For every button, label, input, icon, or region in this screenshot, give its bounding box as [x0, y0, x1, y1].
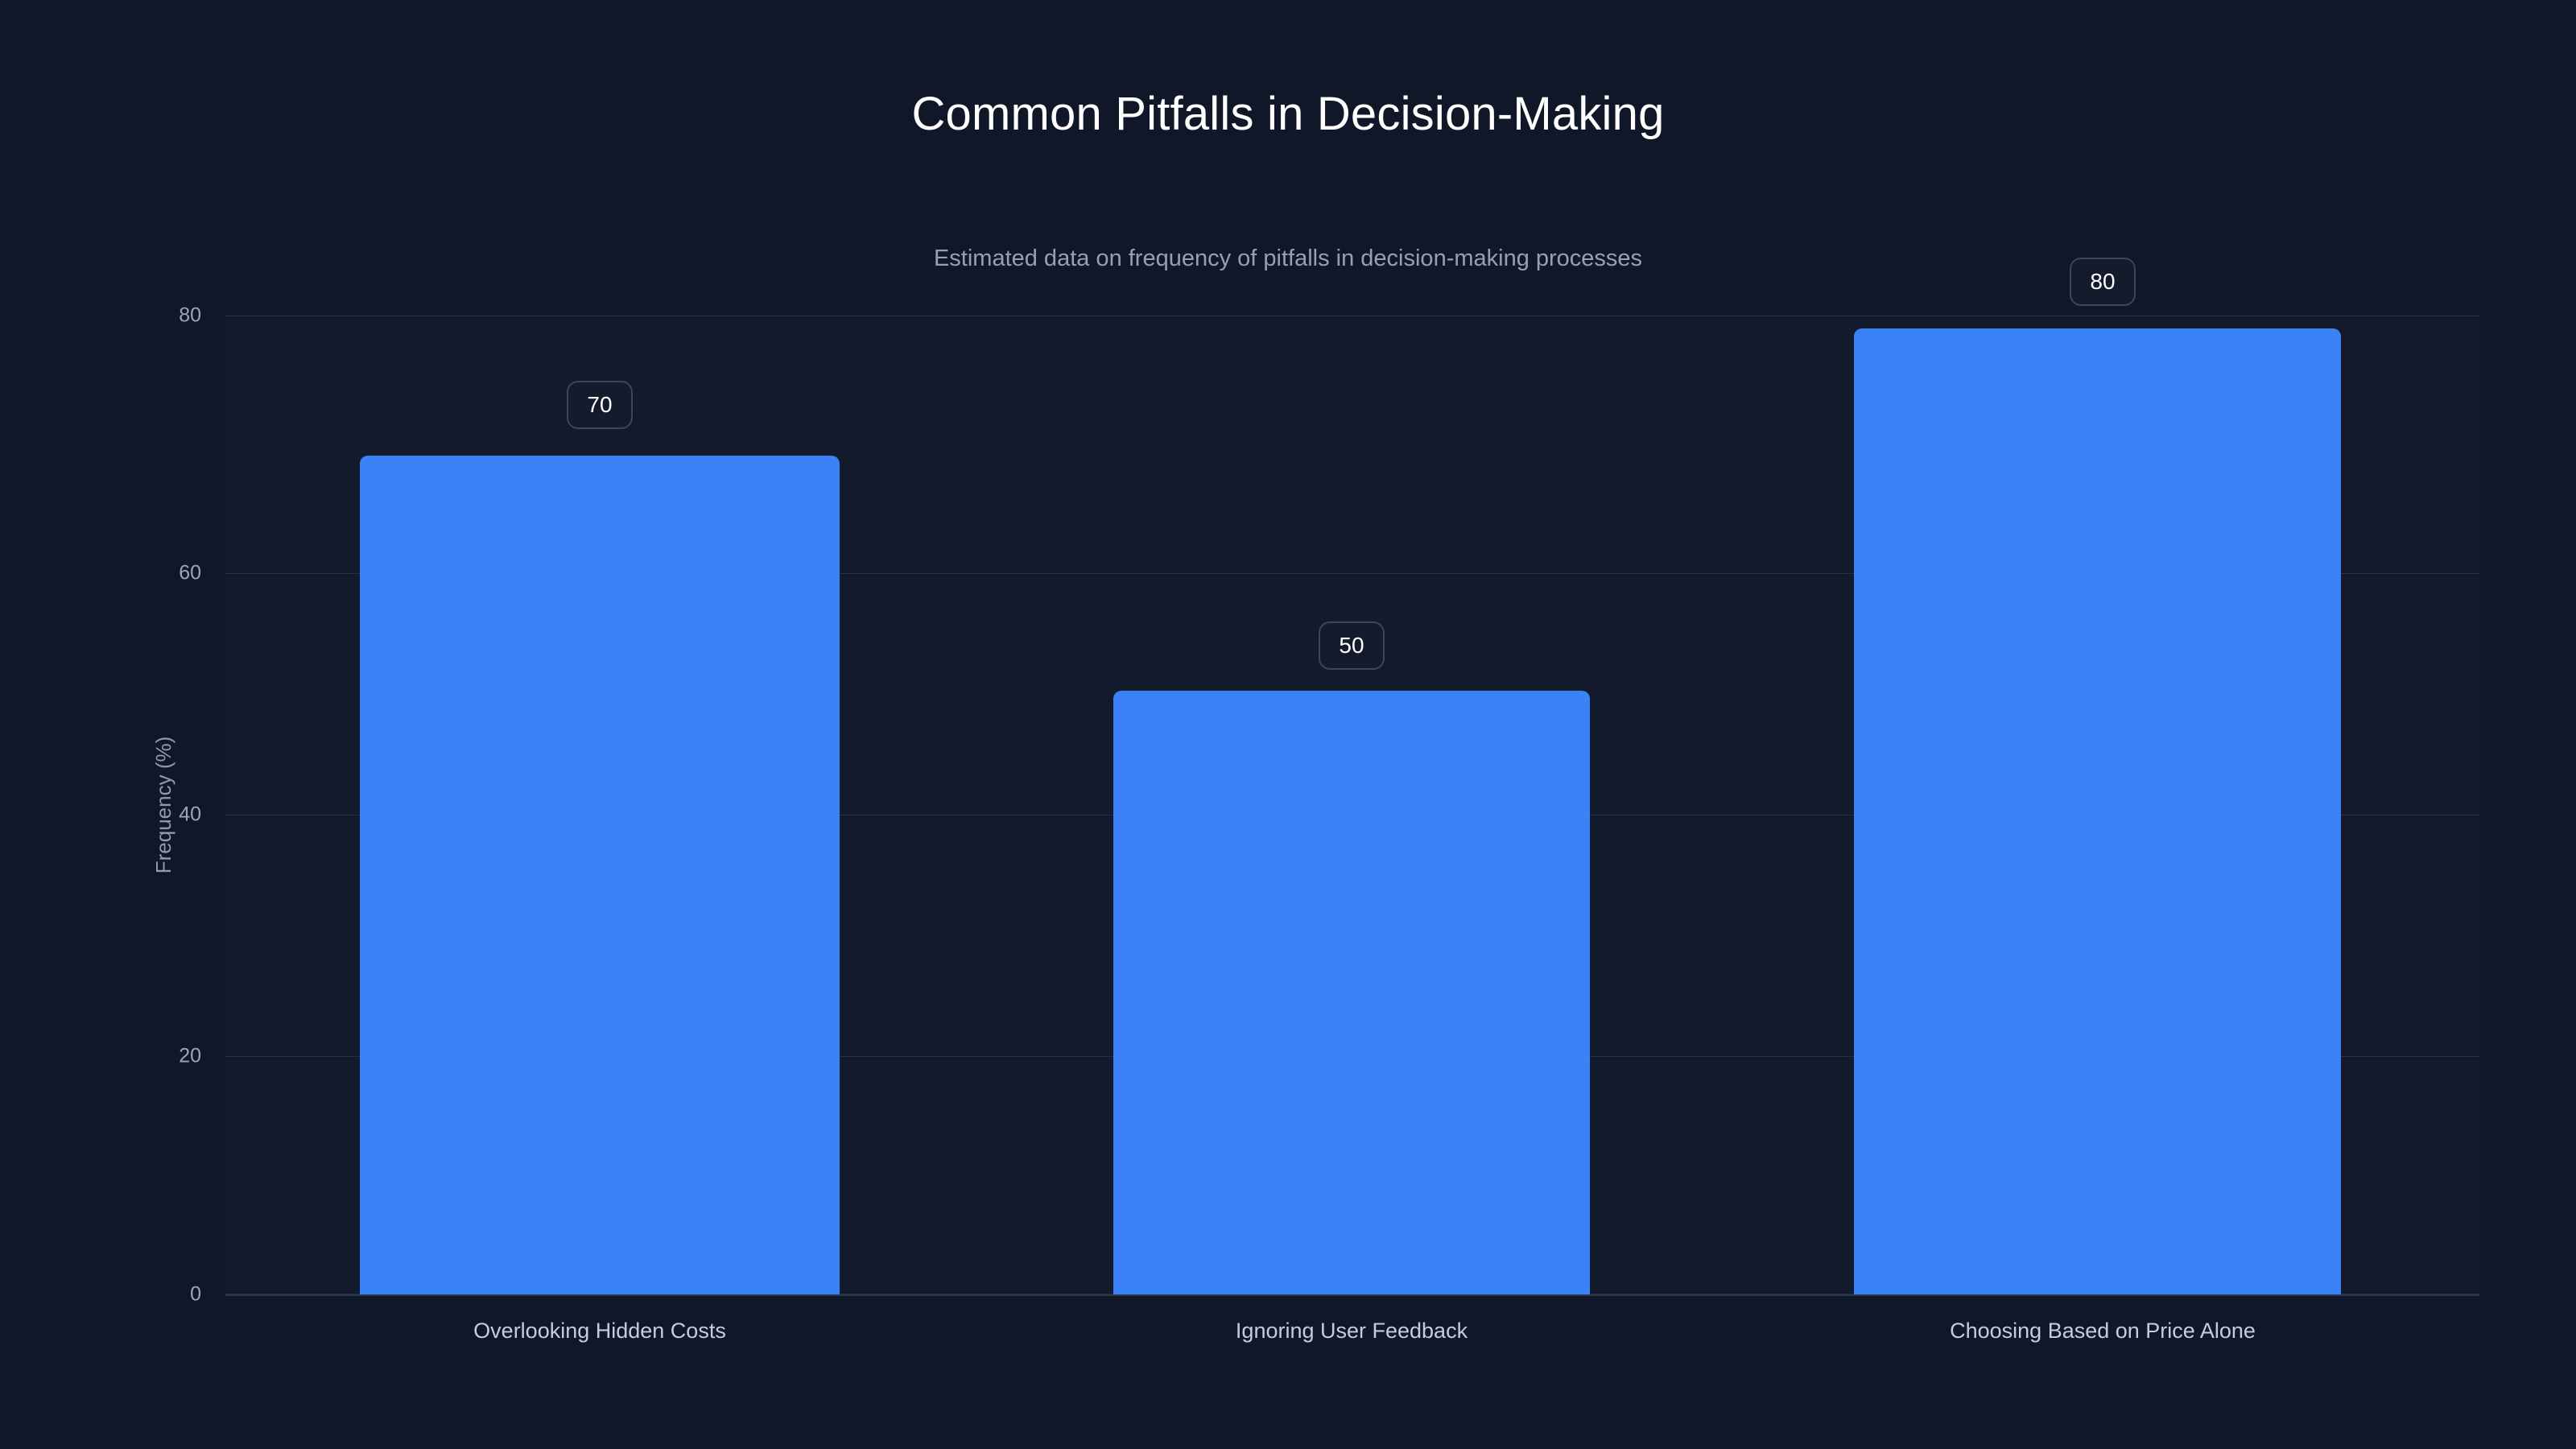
- value-badge-text: 50: [1339, 633, 1364, 658]
- chart-subtitle: Estimated data on frequency of pitfalls …: [933, 246, 1643, 271]
- y-axis-title: Frequency (%): [151, 736, 175, 874]
- x-label-choosing-based-on-price-alone: Choosing Based on Price Alone: [1950, 1319, 2256, 1344]
- y-tick-label: 20: [179, 1044, 201, 1067]
- y-tick-60: 60: [121, 562, 201, 585]
- y-tick-0: 0: [121, 1283, 201, 1307]
- value-badge-choosing-based-on-price-alone: 80: [2070, 258, 2136, 306]
- x-label-text: Choosing Based on Price Alone: [1950, 1319, 2256, 1343]
- y-tick-20: 20: [121, 1045, 201, 1068]
- bar-ignoring-user-feedback[interactable]: [1113, 691, 1590, 1294]
- value-badge-overlooking-hidden-costs: 70: [567, 381, 633, 429]
- x-label-text: Ignoring User Feedback: [1235, 1319, 1468, 1343]
- x-axis-baseline: [225, 1294, 2479, 1296]
- y-tick-label: 40: [179, 803, 201, 826]
- chart-title: Common Pitfalls in Decision-Making: [911, 88, 1665, 140]
- gridline-60: [225, 573, 2479, 574]
- y-tick-label: 0: [190, 1282, 201, 1306]
- value-badge-ignoring-user-feedback: 50: [1319, 621, 1385, 670]
- x-label-overlooking-hidden-costs: Overlooking Hidden Costs: [473, 1319, 726, 1344]
- y-tick-80: 80: [121, 304, 201, 328]
- bar-overlooking-hidden-costs[interactable]: [360, 456, 840, 1294]
- y-tick-40: 40: [121, 803, 201, 827]
- y-tick-label: 80: [179, 303, 201, 327]
- bar-choosing-based-on-price-alone[interactable]: [1854, 328, 2341, 1294]
- x-label-ignoring-user-feedback: Ignoring User Feedback: [1236, 1319, 1468, 1344]
- y-tick-label: 60: [179, 561, 201, 584]
- x-label-text: Overlooking Hidden Costs: [473, 1319, 726, 1343]
- value-badge-text: 80: [2090, 269, 2116, 294]
- value-badge-text: 70: [587, 392, 613, 417]
